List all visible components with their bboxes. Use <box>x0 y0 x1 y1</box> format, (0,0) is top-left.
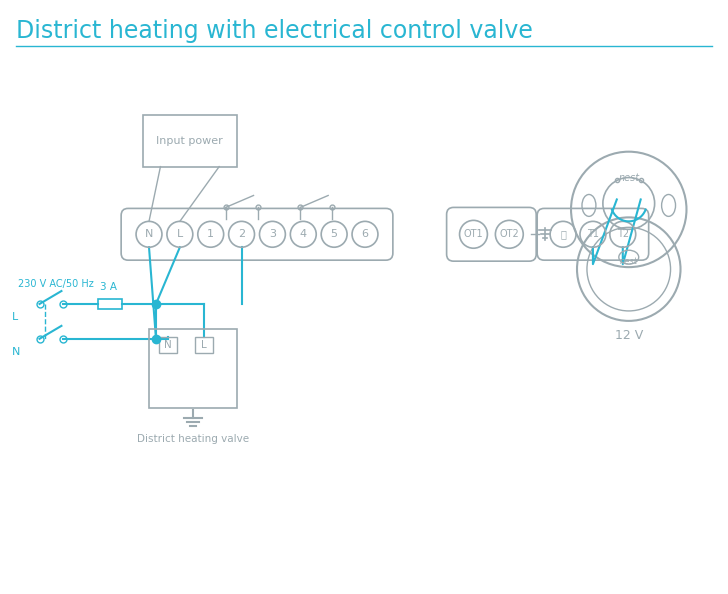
Text: OT1: OT1 <box>464 229 483 239</box>
Text: 1: 1 <box>207 229 214 239</box>
Text: OT2: OT2 <box>499 229 519 239</box>
Text: L: L <box>177 229 183 239</box>
Text: 5: 5 <box>331 229 338 239</box>
Text: 2: 2 <box>238 229 245 239</box>
Text: ⏚: ⏚ <box>560 229 566 239</box>
Text: N: N <box>164 340 172 350</box>
Bar <box>149 329 237 409</box>
Text: 12 V: 12 V <box>614 329 643 342</box>
Text: Input power: Input power <box>157 136 223 146</box>
Bar <box>143 115 237 166</box>
Text: 3 A: 3 A <box>100 282 117 292</box>
Text: 6: 6 <box>362 229 368 239</box>
Bar <box>159 337 177 353</box>
Text: L: L <box>201 340 207 350</box>
Text: T1: T1 <box>587 229 599 239</box>
Text: N: N <box>12 347 20 357</box>
Text: District heating valve: District heating valve <box>137 434 249 444</box>
Text: 3: 3 <box>269 229 276 239</box>
Text: District heating with electrical control valve: District heating with electrical control… <box>15 19 532 43</box>
Text: T2: T2 <box>617 229 629 239</box>
Text: N: N <box>145 229 153 239</box>
Text: 230 V AC/50 Hz: 230 V AC/50 Hz <box>17 279 93 289</box>
Bar <box>195 337 213 353</box>
Text: 4: 4 <box>300 229 306 239</box>
Text: L: L <box>12 312 18 322</box>
Text: nest: nest <box>618 173 639 182</box>
Bar <box>98 299 122 309</box>
Text: nest: nest <box>620 257 638 266</box>
